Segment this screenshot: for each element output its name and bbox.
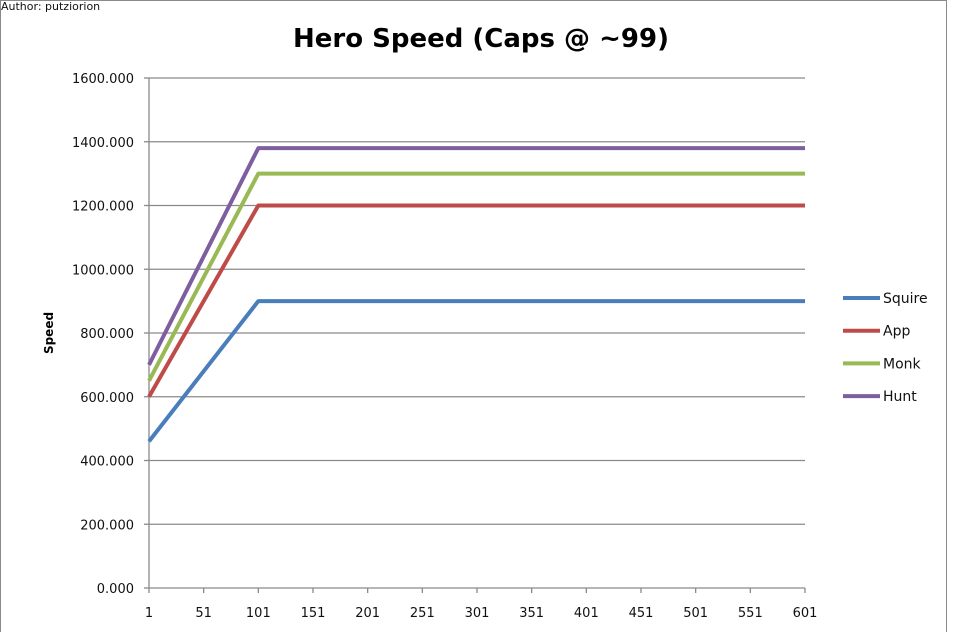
x-tick-label: 251: [410, 606, 435, 621]
gridlines: [148, 77, 805, 589]
series-line-monk: [147, 171, 805, 382]
y-tick-label: 1600.000: [72, 72, 134, 87]
series-lines: [147, 146, 805, 443]
y-tick-label: 600.000: [80, 391, 134, 406]
series-line-hunt: [147, 146, 805, 366]
x-tick-label: 601: [793, 606, 818, 621]
x-tick-label: 201: [355, 606, 380, 621]
x-tick-label: 351: [519, 606, 544, 621]
x-tick-label: 401: [574, 606, 599, 621]
legend-label-app: App: [883, 324, 910, 340]
x-tick-label: 51: [195, 606, 212, 621]
y-tick-label: 200.000: [80, 518, 134, 533]
y-tick-label: 0.000: [97, 582, 134, 597]
y-tick-label: 400.000: [80, 455, 134, 470]
y-axis-label: Speed: [42, 312, 56, 354]
x-tick-label: 451: [629, 606, 654, 621]
x-tick-label: 301: [465, 606, 490, 621]
series-line-squire: [147, 299, 805, 443]
series-line-app: [147, 203, 805, 398]
chart-title: Hero Speed (Caps @ ~99): [293, 24, 669, 54]
y-axis-ticks: 0.000 200.000 400.000 600.000 800.000 1000.00…: [72, 72, 149, 597]
legend-label-monk: Monk: [883, 356, 922, 372]
y-tick-label: 800.000: [80, 327, 134, 342]
y-tick-label: 1200.000: [72, 200, 134, 215]
x-tick-label: 551: [738, 606, 763, 621]
x-tick-label: 1: [145, 606, 153, 621]
author-label: Author: putziorion: [1, 0, 101, 13]
legend: Squire App Monk Hunt: [843, 291, 928, 405]
legend-label-squire: Squire: [883, 291, 928, 307]
x-tick-label: 501: [683, 606, 708, 621]
x-tick-label: 101: [246, 606, 271, 621]
x-tick-label: 151: [301, 606, 326, 621]
y-tick-label: 1000.000: [72, 263, 134, 278]
y-tick-label: 1400.000: [72, 136, 134, 151]
legend-label-hunt: Hunt: [883, 389, 917, 405]
x-axis-ticks: 1 51 101 151 201 251 301 351 401 451 501 551 601: [145, 588, 818, 621]
